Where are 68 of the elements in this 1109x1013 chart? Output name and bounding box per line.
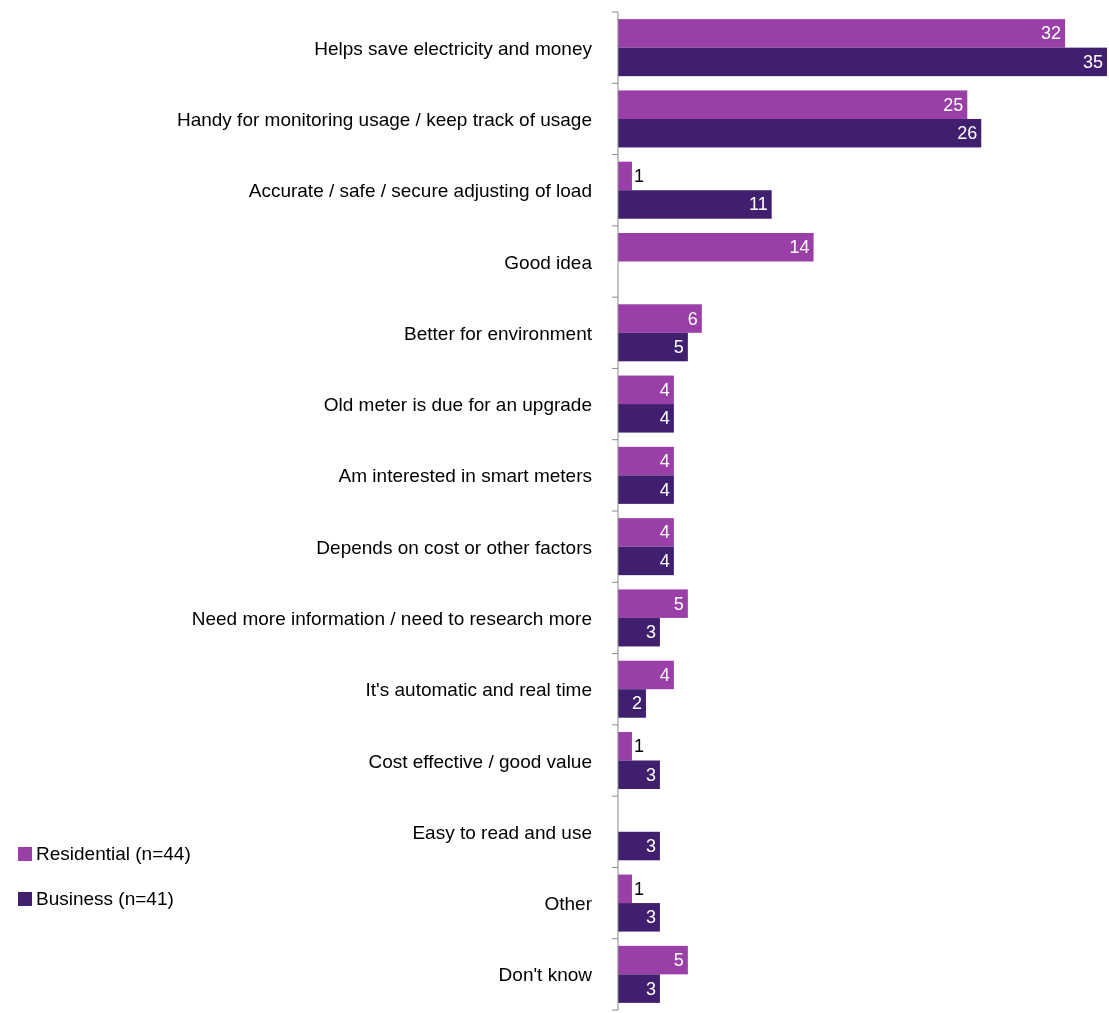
bar bbox=[618, 304, 702, 333]
y-tick-label: Easy to read and use bbox=[412, 821, 592, 843]
y-tick-label: Don't know bbox=[498, 964, 593, 986]
bar bbox=[618, 475, 674, 504]
data-label: 5 bbox=[673, 950, 684, 971]
bar bbox=[618, 546, 674, 576]
data-label: 3 bbox=[645, 978, 656, 999]
data-label: 4 bbox=[659, 664, 670, 685]
data-label: 4 bbox=[659, 408, 670, 429]
bar bbox=[618, 760, 660, 790]
bar bbox=[618, 903, 660, 932]
data-label: 1 bbox=[633, 165, 644, 186]
data-label: 4 bbox=[659, 550, 670, 571]
bar bbox=[618, 118, 982, 148]
y-tick-label: Old meter is due for an upgrade bbox=[323, 394, 592, 416]
bar bbox=[618, 232, 814, 262]
bar bbox=[618, 404, 674, 433]
data-label: 11 bbox=[749, 194, 768, 215]
data-label: 3 bbox=[645, 836, 656, 857]
y-tick-label: Other bbox=[544, 893, 593, 915]
y-tick-label: Good idea bbox=[504, 251, 593, 273]
data-label: 4 bbox=[659, 451, 670, 472]
y-tick-label: Helps save electricity and money bbox=[314, 37, 593, 59]
bar bbox=[618, 446, 674, 476]
data-label: 25 bbox=[943, 94, 964, 115]
data-label: 35 bbox=[1082, 51, 1103, 72]
data-label: 1 bbox=[633, 736, 644, 757]
data-label: 2 bbox=[631, 693, 642, 714]
bar bbox=[618, 90, 968, 119]
y-tick-label: Handy for monitoring usage / keep track of usage bbox=[176, 108, 592, 130]
legend-label: Business (n=41) bbox=[36, 888, 174, 909]
y-tick-label: Depends on cost or other factors bbox=[316, 536, 592, 558]
bar bbox=[618, 332, 688, 362]
data-label: 6 bbox=[687, 308, 698, 329]
bar bbox=[618, 945, 688, 975]
data-label: 3 bbox=[645, 764, 656, 785]
data-label: 3 bbox=[645, 622, 656, 643]
data-label: 1 bbox=[633, 878, 644, 899]
bar bbox=[618, 190, 772, 219]
data-label: 3 bbox=[645, 907, 656, 928]
bar bbox=[618, 518, 674, 547]
y-tick-label: Accurate / safe / secure adjusting of load bbox=[248, 180, 592, 202]
y-tick-label: Need more information / need to research more bbox=[191, 607, 592, 629]
data-label: 5 bbox=[673, 593, 684, 614]
data-label: 14 bbox=[789, 237, 810, 258]
y-tick-label: Better for environment bbox=[404, 322, 593, 344]
data-label: 26 bbox=[957, 123, 978, 144]
bar bbox=[618, 617, 660, 647]
bar bbox=[618, 974, 660, 1003]
bar bbox=[618, 689, 646, 718]
bar bbox=[618, 19, 1066, 48]
bar bbox=[618, 660, 674, 690]
y-tick-label: Cost effective / good value bbox=[368, 750, 592, 772]
data-label: 4 bbox=[659, 522, 670, 543]
bar bbox=[618, 161, 632, 191]
data-label: 4 bbox=[659, 379, 670, 400]
bar bbox=[618, 47, 1107, 77]
y-tick-label: Am interested in smart meters bbox=[338, 465, 592, 487]
bar bbox=[618, 375, 674, 405]
y-tick-label: It's automatic and real time bbox=[365, 679, 592, 701]
bar bbox=[618, 874, 632, 904]
data-label: 4 bbox=[659, 479, 670, 500]
data-label: 32 bbox=[1041, 23, 1062, 44]
legend-label: Residential (n=44) bbox=[36, 843, 191, 864]
bar bbox=[618, 589, 688, 618]
data-label: 5 bbox=[673, 337, 684, 358]
bar bbox=[618, 731, 632, 761]
bar bbox=[618, 831, 660, 861]
